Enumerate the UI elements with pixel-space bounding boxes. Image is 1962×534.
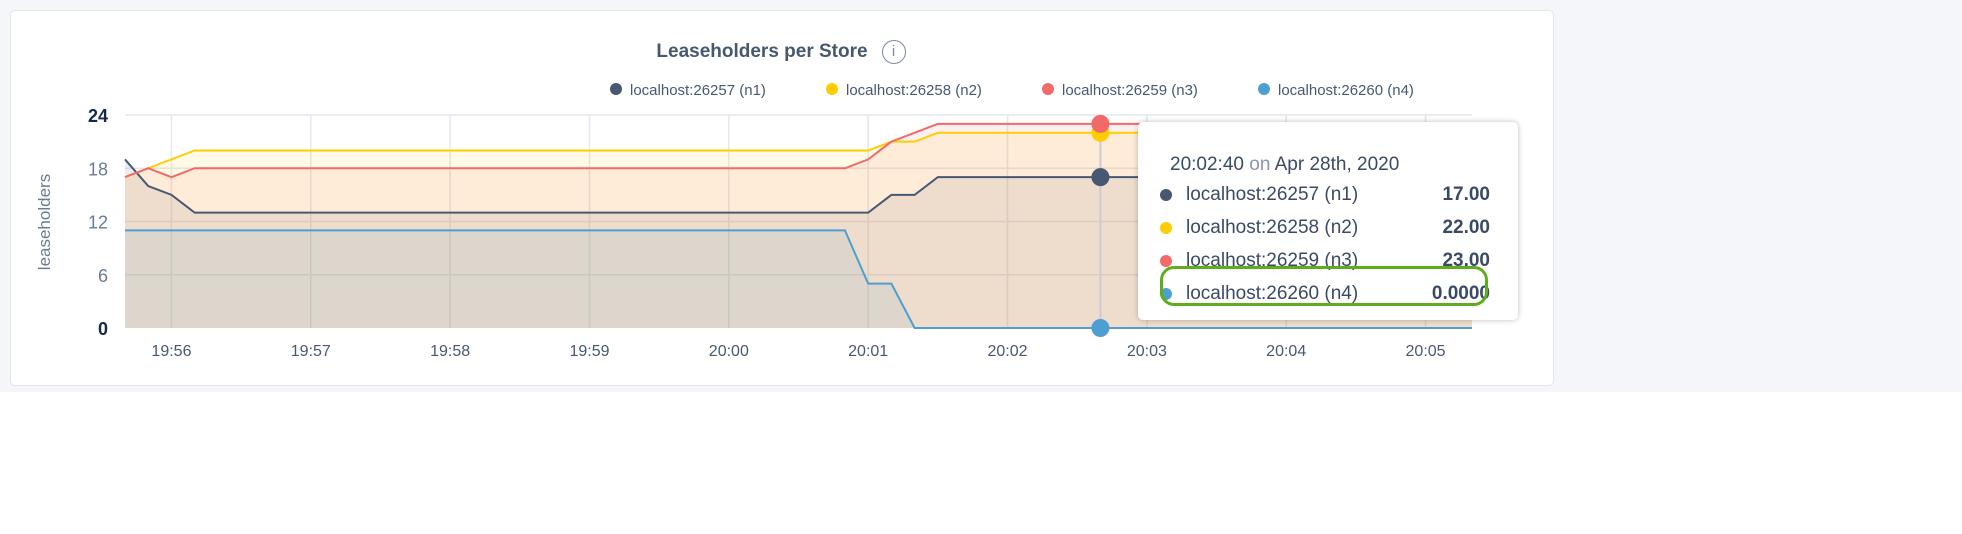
hover-point: [1091, 319, 1110, 337]
x-tick-label: 20:04: [1266, 343, 1306, 360]
tooltip-row: localhost:26258 (n2) 22.00: [1160, 213, 1490, 243]
legend-dot: [610, 83, 622, 95]
x-tick-label: 20:05: [1406, 343, 1446, 360]
hover-point: [1091, 114, 1110, 133]
tooltip-date: Apr 28th, 2020: [1274, 154, 1400, 175]
tooltip-timestamp: 20:02:40 on Apr 28th, 2020: [1170, 154, 1399, 176]
y-axis-label: leaseholders: [35, 174, 54, 270]
x-tick-label: 19:58: [430, 343, 470, 360]
x-tick-label: 20:01: [848, 343, 888, 360]
y-tick-label: 24: [88, 106, 108, 126]
hover-point: [1091, 168, 1110, 187]
legend-label: localhost:26258 (n2): [846, 82, 982, 99]
y-tick-label: 18: [88, 159, 108, 179]
y-tick-label: 12: [88, 213, 108, 233]
legend-label: localhost:26259 (n3): [1062, 82, 1198, 99]
series-dot-icon: [1160, 255, 1172, 267]
y-tick-label: 6: [98, 266, 108, 286]
series-line: [124, 131, 1472, 179]
series-line: [124, 158, 1472, 214]
tooltip: 20:02:40 on Apr 28th, 2020 localhost:262…: [1138, 122, 1518, 320]
legend-dot: [1258, 83, 1270, 95]
tooltip-series-name: localhost:26260 (n4): [1186, 283, 1359, 304]
series-dot-icon: [1160, 222, 1172, 234]
tooltip-series-value: 17.00: [1442, 184, 1490, 205]
legend-dot: [1042, 83, 1054, 95]
tooltip-series-value: 23.00: [1442, 250, 1490, 271]
chart-title-text: Leaseholders per Store: [656, 41, 868, 63]
series-line: [125, 229, 1472, 329]
legend-label: localhost:26260 (n4): [1278, 82, 1414, 99]
x-tick-label: 20:00: [709, 343, 749, 360]
tooltip-series-name: localhost:26258 (n2): [1186, 217, 1359, 238]
x-tick-label: 19:56: [151, 343, 191, 360]
y-tick-label: 0: [98, 319, 108, 339]
tooltip-series-value: 22.00: [1442, 217, 1490, 238]
tooltip-row: localhost:26257 (n1) 17.00: [1160, 180, 1490, 210]
x-tick-label: 19:57: [291, 343, 331, 360]
series-area: [125, 159, 1472, 328]
info-icon[interactable]: i: [881, 40, 906, 64]
tooltip-series-name: localhost:26259 (n3): [1186, 250, 1359, 271]
tooltip-time: 20:02:40: [1170, 154, 1244, 175]
tooltip-row: localhost:26259 (n3) 23.00: [1160, 246, 1490, 276]
tooltip-series-name: localhost:26257 (n1): [1186, 184, 1359, 205]
tooltip-on: on: [1249, 154, 1271, 175]
chart-title: Leaseholders per Store i: [0, 40, 1562, 64]
highlight-box: [1160, 266, 1488, 306]
legend-label: localhost:26257 (n1): [630, 82, 766, 99]
x-tick-label: 20:03: [1127, 343, 1167, 360]
series-line: [124, 122, 1472, 179]
x-tick-label: 19:59: [569, 343, 609, 360]
series-area: [125, 230, 1472, 328]
legend-dot: [826, 83, 838, 95]
series-dot-icon: [1160, 189, 1172, 201]
series-area: [125, 123, 1472, 328]
x-tick-label: 20:02: [987, 343, 1027, 360]
